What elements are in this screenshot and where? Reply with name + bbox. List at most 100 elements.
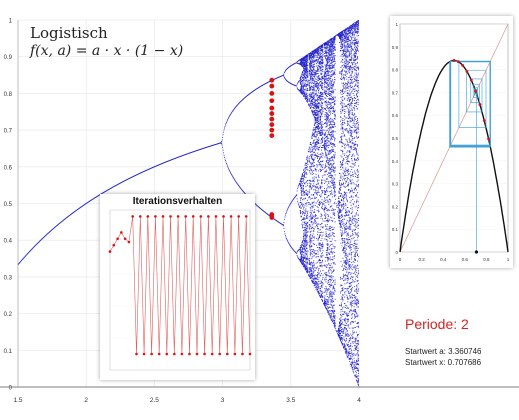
bifurcation-point xyxy=(322,62,324,64)
bifurcation-point xyxy=(250,92,252,94)
bifurcation-point xyxy=(311,135,313,136)
bifurcation-point xyxy=(312,154,314,156)
bifurcation-point xyxy=(327,72,329,74)
bifurcation-point xyxy=(311,68,313,70)
bifurcation-point xyxy=(304,261,306,263)
bifurcation-point xyxy=(118,183,120,185)
bifurcation-point xyxy=(332,159,334,161)
bifurcation-point xyxy=(302,76,304,78)
bifurcation-point xyxy=(318,292,320,294)
bifurcation-point xyxy=(330,157,332,158)
bifurcation-point xyxy=(313,159,315,161)
bifurcation-point xyxy=(305,158,307,160)
bifurcation-point xyxy=(322,208,323,210)
bifurcation-point xyxy=(303,194,305,196)
bifurcation-point xyxy=(330,126,332,128)
bifurcation-point xyxy=(320,72,322,74)
bifurcation-point xyxy=(329,87,331,89)
bifurcation-point xyxy=(327,251,329,253)
bifurcation-point xyxy=(319,203,321,205)
bifurcation-point xyxy=(327,214,329,215)
bifurcation-point xyxy=(325,66,327,68)
bifurcation-point xyxy=(302,72,303,74)
bifurcation-point xyxy=(331,192,333,194)
bifurcation-point xyxy=(315,190,317,192)
bifurcation-point xyxy=(324,289,326,291)
bifurcation-point xyxy=(329,264,331,266)
bifurcation-point xyxy=(321,272,322,274)
bifurcation-point xyxy=(308,267,310,269)
bifurcation-point xyxy=(320,106,322,107)
bifurcation-point xyxy=(308,80,310,82)
bifurcation-point xyxy=(306,101,308,103)
bifurcation-point xyxy=(294,196,296,198)
bifurcation-point xyxy=(325,66,327,68)
bifurcation-point xyxy=(331,75,333,77)
bifurcation-point xyxy=(330,205,332,207)
bifurcation-point xyxy=(223,129,225,131)
bifurcation-point xyxy=(231,175,233,177)
bifurcation-point xyxy=(316,51,318,53)
bifurcation-point xyxy=(332,65,334,67)
bifurcation-point xyxy=(284,78,286,79)
bifurcation-point xyxy=(303,239,305,241)
bifurcation-point xyxy=(320,80,322,82)
bifurcation-point xyxy=(331,84,333,86)
bifurcation-point xyxy=(326,178,328,180)
bifurcation-point xyxy=(315,113,317,115)
bifurcation-point xyxy=(317,190,319,192)
bifurcation-point xyxy=(332,251,334,253)
bifurcation-point xyxy=(305,167,307,169)
bifurcation-point xyxy=(53,227,55,229)
bifurcation-point xyxy=(315,55,317,56)
bifurcation-point xyxy=(319,62,320,63)
bifurcation-point xyxy=(212,144,214,146)
bifurcation-point xyxy=(326,79,328,81)
bifurcation-point xyxy=(327,159,329,161)
bifurcation-point xyxy=(311,224,313,226)
bifurcation-point xyxy=(92,198,94,200)
bifurcation-point xyxy=(309,64,311,66)
bifurcation-point xyxy=(326,302,328,304)
bifurcation-point xyxy=(287,207,289,209)
bifurcation-point xyxy=(319,63,320,65)
bifurcation-point xyxy=(331,67,333,68)
bifurcation-point xyxy=(314,111,316,113)
bifurcation-point xyxy=(316,106,318,108)
bifurcation-point xyxy=(52,228,54,230)
bifurcation-point xyxy=(303,192,305,193)
bifurcation-point xyxy=(224,127,225,129)
bifurcation-point xyxy=(330,59,332,61)
bifurcation-point xyxy=(315,122,317,124)
bifurcation-point xyxy=(329,93,331,95)
bifurcation-point xyxy=(325,231,327,233)
bifurcation-point xyxy=(315,79,317,81)
bifurcation-point xyxy=(304,269,306,271)
bifurcation-point xyxy=(329,110,331,112)
bifurcation-point xyxy=(313,111,315,113)
bifurcation-point xyxy=(314,114,316,116)
bifurcation-point xyxy=(318,47,320,49)
bifurcation-point xyxy=(306,83,308,85)
bifurcation-point xyxy=(305,61,307,63)
bifurcation-point xyxy=(312,57,314,59)
bifurcation-point xyxy=(301,62,303,63)
bifurcation-point xyxy=(301,65,303,67)
bifurcation-point xyxy=(323,122,325,124)
bifurcation-point xyxy=(327,94,329,95)
bifurcation-point xyxy=(322,296,323,298)
bifurcation-point xyxy=(316,278,318,279)
bifurcation-point xyxy=(317,55,319,57)
bifurcation-point xyxy=(320,109,321,111)
bifurcation-point xyxy=(326,102,328,104)
bifurcation-point xyxy=(330,46,332,48)
bifurcation-point xyxy=(187,153,189,155)
bifurcation-point xyxy=(310,263,312,265)
bifurcation-point xyxy=(260,208,262,210)
bifurcation-point xyxy=(331,99,333,101)
bifurcation-point xyxy=(303,204,304,206)
bifurcation-point xyxy=(322,164,324,166)
bifurcation-point xyxy=(310,57,312,59)
bifurcation-point xyxy=(283,74,284,76)
bifurcation-point xyxy=(314,49,316,50)
